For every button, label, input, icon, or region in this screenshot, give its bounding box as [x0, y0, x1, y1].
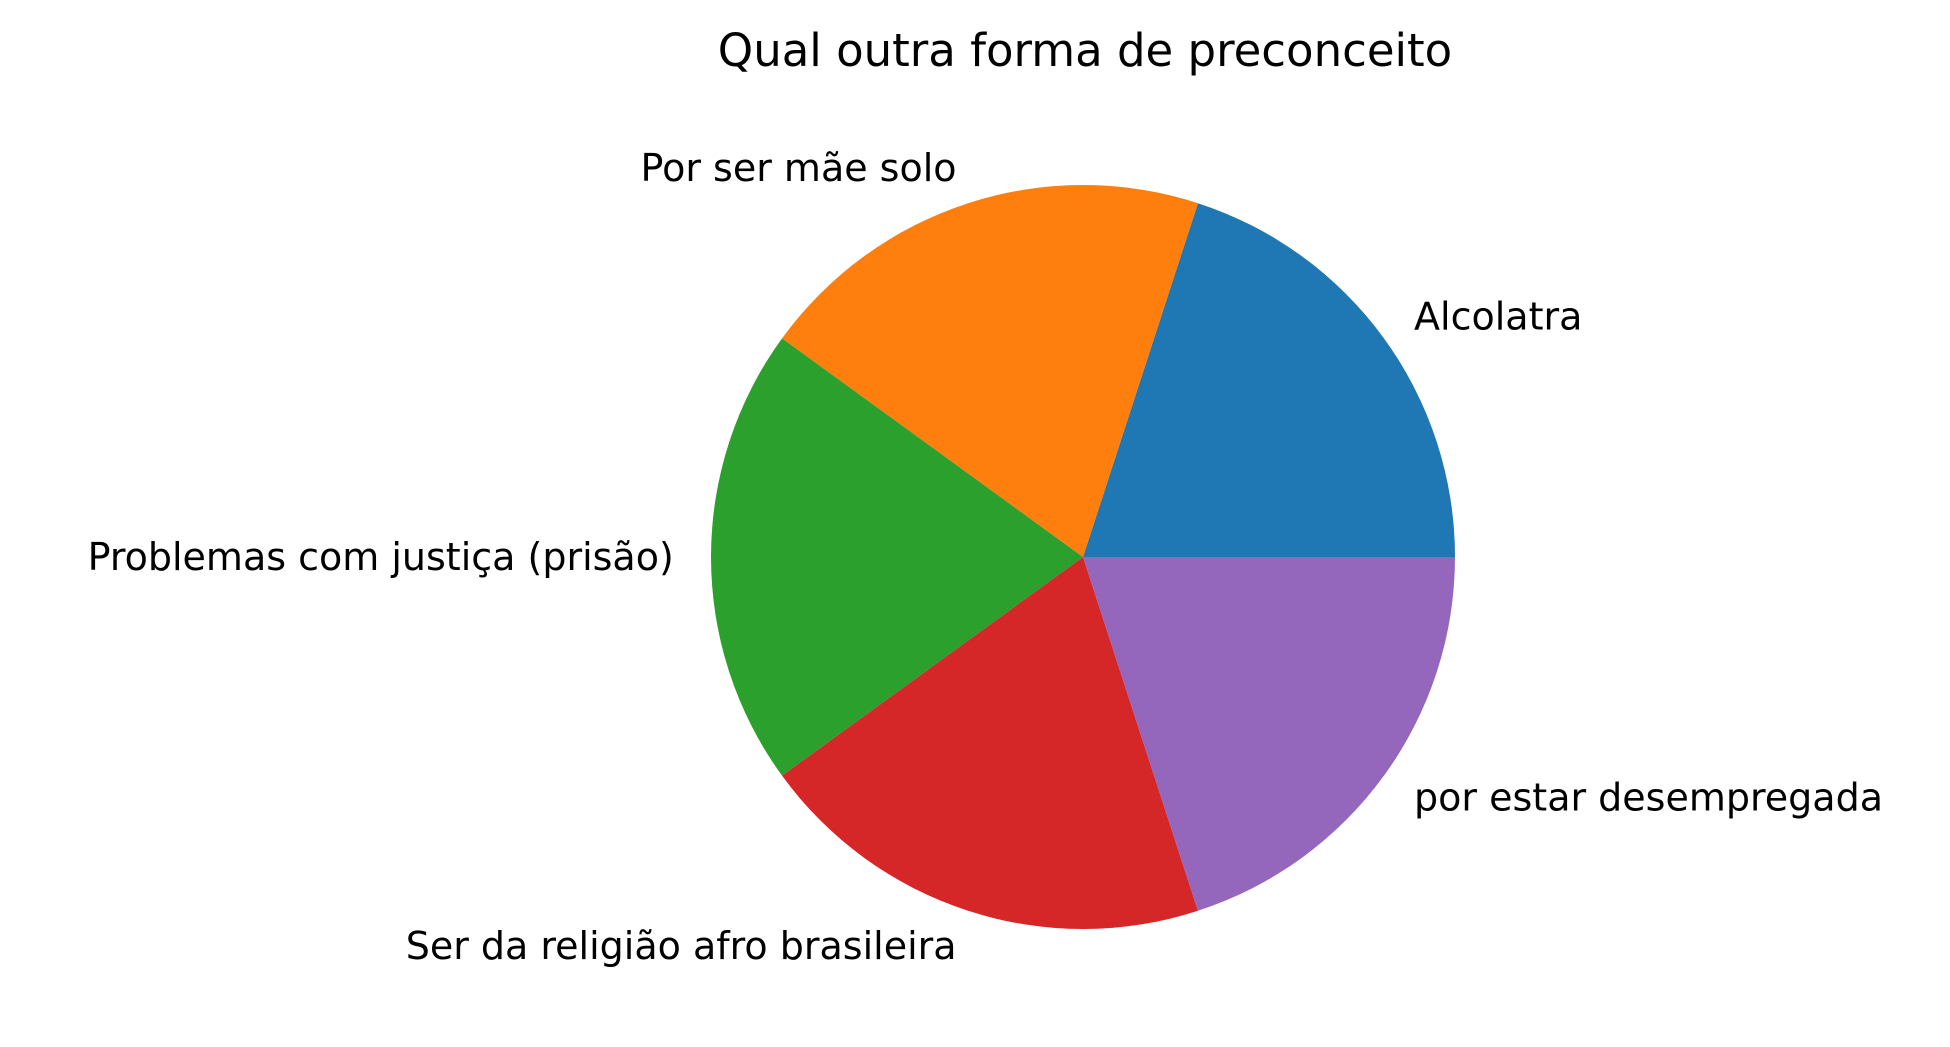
pie-labels: Alcolatra Por ser mãe solo Problemas com j… [88, 146, 1883, 968]
pie-slice [1083, 557, 1455, 911]
slice-label: Problemas com justiça (prisão) [88, 535, 674, 579]
slice-label: por estar desempregada [1414, 776, 1883, 820]
chart-title: Qual outra forma de preconceito [718, 24, 1452, 77]
slice-label: Por ser mãe solo [641, 146, 957, 190]
pie-slice [782, 557, 1198, 929]
pie-slices [711, 185, 1455, 929]
pie-slice [782, 185, 1198, 558]
pie-slice [711, 338, 1083, 776]
pie-slice [1083, 203, 1455, 557]
slice-label: Ser da religião afro brasileira [406, 924, 957, 968]
slice-label: Alcolatra [1414, 294, 1582, 338]
